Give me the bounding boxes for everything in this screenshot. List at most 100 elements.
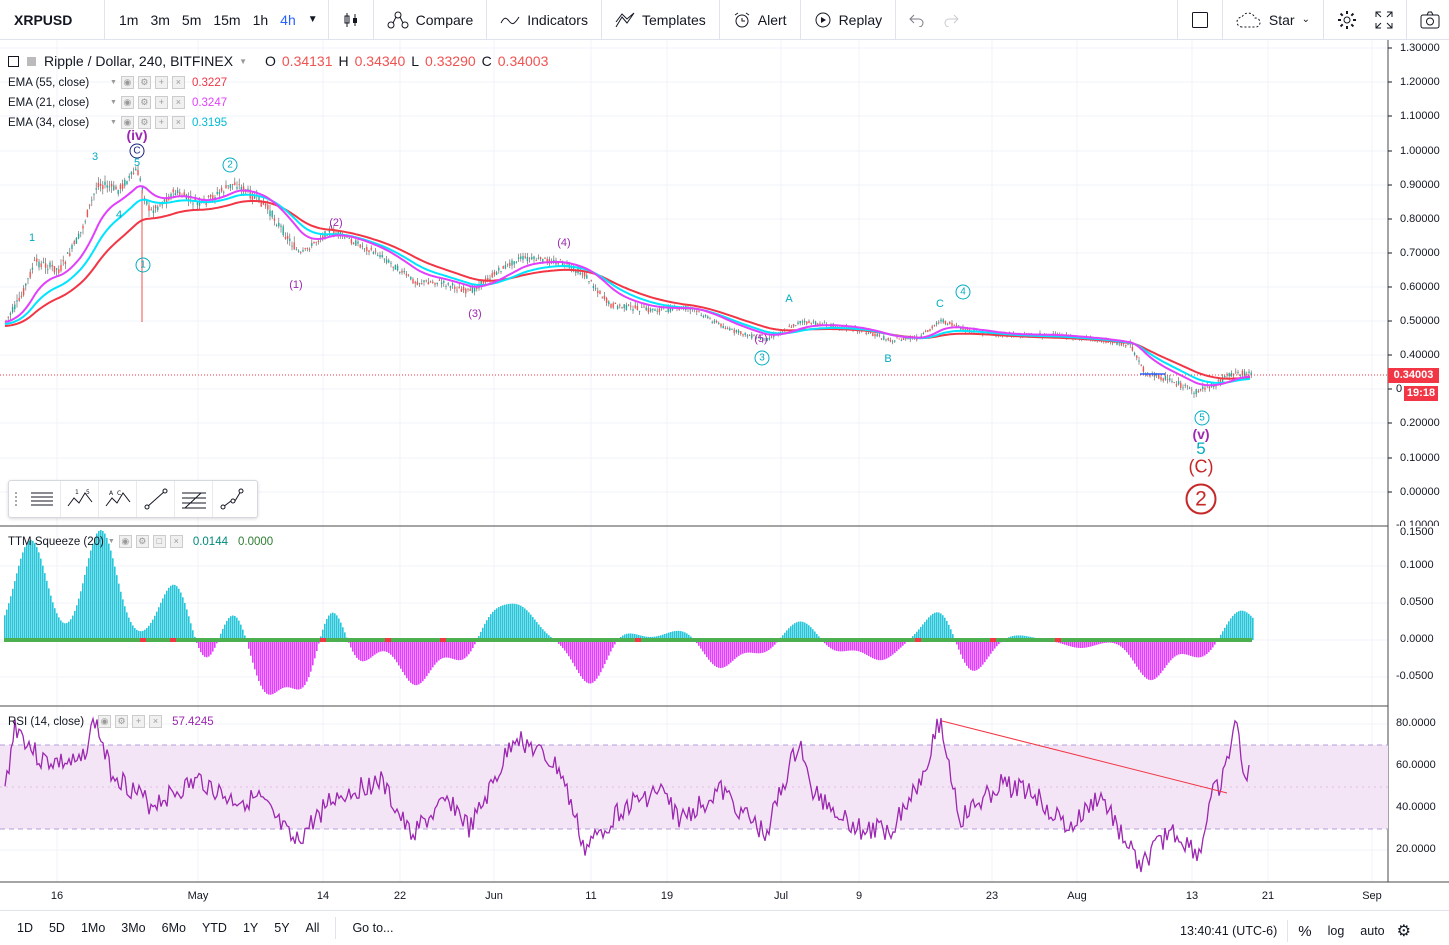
wave-label-circled[interactable]: 3 — [754, 350, 770, 366]
wave-label[interactable]: (5) — [754, 333, 768, 345]
chevron-down-icon[interactable]: ▼ — [107, 538, 115, 545]
draw-tool-path[interactable] — [213, 481, 251, 517]
squeeze-bar — [710, 640, 712, 663]
gear-icon[interactable]: ⚙ — [115, 715, 129, 728]
plus-icon[interactable]: + — [154, 96, 168, 109]
wave-label[interactable]: (2) — [329, 217, 343, 229]
ema55-legend[interactable]: EMA (55, close) ▼ ◉ ⚙ + × 0.3227 — [8, 76, 227, 89]
undo-button[interactable] — [900, 0, 934, 40]
close-icon[interactable]: × — [171, 116, 185, 129]
ema21-legend[interactable]: EMA (21, close) ▼ ◉ ⚙ + × 0.3247 — [8, 96, 227, 109]
range-1d[interactable]: 1D — [17, 921, 33, 935]
gear-icon[interactable]: ⚙ — [137, 76, 151, 89]
interval-5m[interactable]: 5m — [181, 11, 202, 28]
wave-label[interactable]: 4 — [115, 209, 123, 221]
draw-tool-trendline[interactable] — [137, 481, 175, 517]
draw-tool-lines[interactable] — [23, 481, 61, 517]
interval-1h[interactable]: 1h — [252, 11, 269, 28]
percent-scale-toggle[interactable]: % — [1298, 922, 1312, 940]
close-icon[interactable]: × — [171, 76, 185, 89]
wave-label-circled[interactable]: 5 — [1194, 410, 1210, 426]
eye-icon[interactable]: ◉ — [118, 535, 132, 548]
range-1mo[interactable]: 1Mo — [80, 921, 106, 935]
close-icon[interactable]: × — [171, 96, 185, 109]
gear-icon[interactable]: ⚙ — [137, 96, 151, 109]
drag-handle[interactable] — [9, 481, 23, 517]
snapshot-button[interactable] — [1411, 0, 1449, 40]
eye-icon[interactable]: ◉ — [120, 96, 134, 109]
replay-button[interactable]: Replay — [805, 0, 892, 40]
range-5y[interactable]: 5Y — [274, 921, 290, 935]
wave-label-circled[interactable]: 4 — [955, 284, 971, 300]
wave-label[interactable]: A — [785, 293, 793, 305]
save-cloud-button[interactable]: Star ⌄ — [1227, 0, 1319, 40]
plus-icon[interactable]: + — [132, 715, 146, 728]
wave-label-circled[interactable]: 2 — [1185, 483, 1217, 515]
wave-label[interactable]: B — [884, 353, 892, 365]
interval-1m[interactable]: 1m — [119, 11, 139, 28]
chevron-down-icon[interactable]: ▼ — [110, 99, 117, 106]
wave-label[interactable]: (v) — [1192, 426, 1210, 442]
interval-3m[interactable]: 3m — [150, 11, 170, 28]
wave-label[interactable]: (3) — [468, 308, 482, 320]
gear-icon[interactable]: ⚙ — [1396, 923, 1411, 940]
goto-date-button[interactable]: Go to... — [352, 921, 394, 935]
range-all[interactable]: All — [305, 921, 320, 935]
eye-icon[interactable]: ◉ — [120, 116, 134, 129]
plus-icon[interactable]: + — [154, 76, 168, 89]
range-ytd[interactable]: YTD — [201, 921, 227, 935]
wave-label[interactable]: (1) — [289, 279, 303, 291]
wave-label[interactable]: 3 — [91, 151, 99, 163]
clock-time[interactable]: 13:40:41 (UTC-6) — [1180, 924, 1278, 938]
range-3mo[interactable]: 3Mo — [121, 921, 146, 935]
draw-tool-fib[interactable] — [175, 481, 213, 517]
eye-icon[interactable]: ◉ — [98, 715, 112, 728]
series-title[interactable]: Ripple / Dollar, 240, BITFINEX — [44, 53, 234, 69]
interval-dropdown-icon[interactable]: ▼ — [307, 13, 318, 25]
chevron-down-icon[interactable]: ▼ — [239, 56, 247, 66]
close-icon[interactable]: × — [169, 535, 183, 548]
wave-label-circled[interactable]: C — [129, 143, 145, 159]
chevron-down-icon[interactable]: ▼ — [110, 79, 117, 86]
wave-label[interactable]: C — [936, 298, 944, 310]
indicators-button[interactable]: Indicators — [491, 0, 597, 40]
chart-style-button[interactable] — [333, 0, 369, 40]
wave-label-circled[interactable]: 1 — [135, 257, 151, 273]
range-5d[interactable]: 5D — [48, 921, 65, 935]
fullscreen-button[interactable] — [1366, 0, 1402, 40]
wave-label[interactable]: (iv) — [126, 127, 148, 143]
chart-canvas[interactable] — [0, 40, 1449, 910]
wave-label[interactable]: 5 — [1196, 439, 1206, 458]
interval-4h[interactable]: 4h — [280, 11, 296, 28]
wave-label[interactable]: (C) — [1188, 456, 1214, 477]
wave-label[interactable]: 1 — [28, 232, 36, 244]
collapse-legend-icon[interactable] — [8, 55, 19, 67]
range-1y[interactable]: 1Y — [242, 921, 259, 935]
alert-button[interactable]: Alert — [724, 0, 796, 40]
close-icon[interactable]: × — [149, 715, 163, 728]
settings-button[interactable] — [1328, 0, 1366, 40]
interval-15m[interactable]: 15m — [213, 11, 241, 28]
auto-scale-toggle[interactable]: auto — [1360, 924, 1385, 938]
chevron-down-icon[interactable]: ▼ — [110, 119, 117, 126]
templates-button[interactable]: Templates — [606, 0, 715, 40]
log-scale-toggle[interactable]: log — [1327, 924, 1345, 938]
plus-icon[interactable]: + — [154, 116, 168, 129]
wave-label-circled[interactable]: 2 — [222, 157, 238, 173]
wave-label[interactable]: 5 — [133, 157, 141, 169]
gear-icon[interactable]: ⚙ — [135, 535, 149, 548]
compare-button[interactable]: Compare — [378, 0, 483, 40]
redo-button[interactable] — [934, 0, 968, 40]
rsi-legend[interactable]: RSI (14, close) ◉ ⚙ + × 57.4245 — [8, 715, 214, 728]
fullscreen-layout-button[interactable] — [1182, 0, 1218, 40]
symbol-search[interactable]: XRPUSD — [0, 0, 105, 40]
wave-label[interactable]: (4) — [557, 237, 571, 249]
gear-icon[interactable]: ⚙ — [137, 116, 151, 129]
duplicate-icon[interactable]: □ — [152, 535, 166, 548]
squeeze-legend[interactable]: TTM Squeeze (20) ▼ ◉ ⚙ □ × 0.0144 0.0000 — [8, 535, 273, 548]
ema34-legend[interactable]: EMA (34, close) ▼ ◉ ⚙ + × 0.3195 — [8, 116, 227, 129]
eye-icon[interactable]: ◉ — [120, 76, 134, 89]
range-6mo[interactable]: 6Mo — [161, 921, 186, 935]
